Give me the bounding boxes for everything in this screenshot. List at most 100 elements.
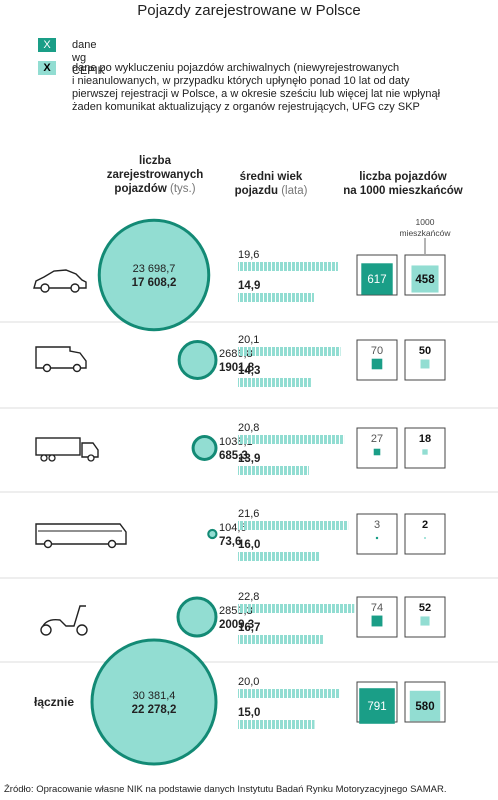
per1000-square-filtered bbox=[409, 690, 441, 722]
van-icon bbox=[35, 346, 87, 373]
count-label-filtered: 685,3 bbox=[219, 450, 248, 462]
truck-cab bbox=[81, 442, 99, 458]
column-header-age-title: średni wiek pojazdu bbox=[234, 171, 303, 197]
legend-text-cepik: dane wg CEPIK bbox=[72, 39, 106, 77]
reference-square bbox=[404, 339, 446, 381]
age-bar-cepik bbox=[238, 347, 341, 356]
reference-square bbox=[404, 254, 446, 296]
age-label-filtered: 14,3 bbox=[238, 365, 260, 377]
per1000-label-cepik: 791 bbox=[367, 701, 386, 713]
per1000-label-cepik: 617 bbox=[367, 274, 386, 286]
column-header-per1000: liczba pojazdów na 1000 mieszkańców bbox=[328, 170, 478, 198]
chart-title: Pojazdy zarejestrowane w Polsce bbox=[137, 2, 361, 19]
per1000-label-filtered: 50 bbox=[419, 345, 431, 357]
vehicle-row: 23 698,7 17 608,2 19,6 14,9 617 458 bbox=[33, 218, 446, 332]
count-circle-filtered bbox=[209, 530, 216, 538]
age-bar-cepik bbox=[238, 262, 338, 271]
age-bar-cepik bbox=[238, 435, 345, 444]
car-wheel bbox=[70, 283, 80, 293]
age-label-cepik: 19,6 bbox=[238, 249, 259, 261]
reference-square bbox=[356, 339, 398, 381]
age-label-cepik: 20,0 bbox=[238, 676, 259, 688]
count-circle-filtered bbox=[195, 438, 214, 458]
count-label-cepik: 30 381,4 bbox=[133, 690, 176, 702]
reference-square bbox=[356, 596, 398, 638]
bus-body bbox=[35, 523, 127, 545]
age-bar-filtered bbox=[238, 720, 315, 729]
vehicle-row: 104,673,621,616,03 2 bbox=[35, 508, 446, 561]
column-header-count-title: liczba zarejestrowanych pojazdów bbox=[106, 155, 204, 195]
age-label-cepik: 20,1 bbox=[238, 334, 259, 346]
age-bar-filtered bbox=[238, 635, 324, 644]
per1000-square-cepik bbox=[361, 263, 393, 295]
scooter-wheel bbox=[40, 624, 52, 636]
van-wheel bbox=[42, 363, 52, 373]
per1000-square-cepik bbox=[371, 358, 383, 370]
per1000-square-filtered bbox=[422, 449, 428, 455]
count-circle-filtered bbox=[182, 344, 214, 376]
truck-trailer bbox=[35, 437, 81, 456]
source-note: Źródło: Opracowanie własne NIK na podsta… bbox=[4, 784, 447, 795]
age-bar-cepik bbox=[238, 521, 349, 530]
reference-square bbox=[356, 254, 398, 296]
reference-square bbox=[404, 681, 446, 723]
per1000-label-filtered: 18 bbox=[419, 433, 431, 445]
age-label-filtered: 16,7 bbox=[238, 622, 260, 634]
per1000-label-filtered: 458 bbox=[415, 274, 435, 286]
count-circle-filtered bbox=[100, 648, 208, 756]
count-label-filtered: 73,6 bbox=[219, 536, 241, 548]
per1000-square-cepik bbox=[359, 688, 395, 724]
row-label: łącznie bbox=[34, 695, 74, 709]
per1000-square-cepik bbox=[373, 448, 381, 456]
column-header-count-unit: (tys.) bbox=[170, 183, 196, 195]
age-bar-filtered bbox=[238, 552, 320, 561]
age-bar-filtered bbox=[238, 466, 309, 475]
scooter-icon bbox=[40, 605, 88, 636]
column-header-count: liczba zarejestrowanych pojazdów (tys.) bbox=[80, 154, 230, 196]
count-label-filtered: 2009,3 bbox=[219, 619, 254, 631]
age-label-cepik: 21,6 bbox=[238, 508, 259, 520]
age-label-cepik: 20,8 bbox=[238, 422, 259, 434]
column-header-age: średni wiek pojazdu (lata) bbox=[226, 170, 316, 198]
age-label-cepik: 22,8 bbox=[238, 591, 259, 603]
per1000-label-cepik: 27 bbox=[371, 433, 383, 445]
per1000-label-cepik: 70 bbox=[371, 345, 383, 357]
age-bar-filtered bbox=[238, 293, 314, 302]
legend-marker-dark: X bbox=[38, 38, 56, 52]
column-header-age-unit: (lata) bbox=[281, 185, 308, 197]
per1000-square-filtered bbox=[424, 537, 426, 539]
age-label-filtered: 15,0 bbox=[238, 707, 260, 719]
age-bar-cepik bbox=[238, 689, 340, 698]
chart-area: 23 698,717 608,219,614,9 617 4582686,81901… bbox=[0, 217, 498, 766]
age-label-filtered: 13,9 bbox=[238, 453, 260, 465]
per1000-square-filtered bbox=[420, 359, 430, 369]
bus-icon bbox=[35, 523, 127, 549]
reference-square bbox=[356, 513, 398, 555]
car-icon bbox=[33, 269, 87, 293]
truck-wheel bbox=[87, 454, 95, 462]
vehicle-row: łącznie 30 381,4 22 278,2 20,0 15,0 791 580 bbox=[34, 638, 446, 766]
per1000-label-filtered: 2 bbox=[422, 519, 428, 531]
age-label-filtered: 14,9 bbox=[238, 280, 260, 292]
reference-square bbox=[404, 596, 446, 638]
reference-label: 1000 bbox=[416, 217, 435, 227]
reference-square bbox=[404, 513, 446, 555]
count-label-filtered: 1901,8 bbox=[219, 362, 255, 374]
truck-wheel bbox=[48, 454, 56, 462]
reference-square bbox=[356, 427, 398, 469]
bus-wheel bbox=[107, 539, 117, 549]
legend-marker-light: X bbox=[38, 61, 56, 75]
truck-icon bbox=[35, 437, 99, 462]
count-label-cepik: 23 698,7 bbox=[133, 263, 176, 275]
per1000-label-cepik: 3 bbox=[374, 519, 380, 531]
van-wheel bbox=[72, 363, 82, 373]
per1000-label-cepik: 74 bbox=[371, 602, 383, 614]
scooter-wheel bbox=[76, 624, 88, 636]
car-wheel bbox=[40, 283, 50, 293]
reference-square bbox=[404, 427, 446, 469]
age-label-filtered: 16,0 bbox=[238, 539, 260, 551]
scooter-body bbox=[41, 605, 86, 629]
